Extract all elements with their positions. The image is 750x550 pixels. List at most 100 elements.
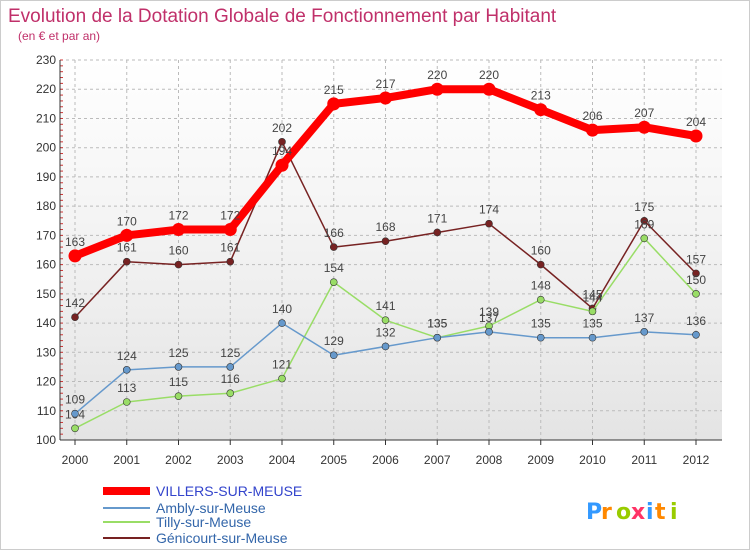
data-label-Génicourt-sur-Meuse-2002: 160 [168,244,188,258]
logo-letter-0: P [586,500,602,525]
data-label-VILLERS-SUR-MEUSE-2004: 194 [272,144,292,158]
point-VILLERS-SUR-MEUSE-2009 [534,103,548,117]
point-VILLERS-SUR-MEUSE-2010 [586,123,599,137]
point-Ambly-sur-Meuse-2003 [226,363,235,371]
data-label-Ambly-sur-Meuse-2004: 140 [272,302,292,316]
legend-label-VILLERS-SUR-MEUSE: VILLERS-SUR-MEUSE [156,483,302,499]
point-Tilly-sur-Meuse-2011 [640,234,649,243]
point-Tilly-sur-Meuse-2002 [174,392,183,400]
data-label-Génicourt-sur-Meuse-2009: 160 [531,244,551,258]
data-label-Tilly-sur-Meuse-2002: 115 [169,375,188,389]
x-tick-label-2000: 2000 [62,453,89,467]
logo-letter-3: x [631,500,645,525]
point-VILLERS-SUR-MEUSE-2000 [68,249,82,263]
plot-area [60,60,722,440]
data-label-Tilly-sur-Meuse-2012: 150 [686,273,706,287]
y-tick-label-100: 100 [36,433,56,447]
data-label-Tilly-sur-Meuse-2008: 139 [479,305,499,319]
point-Ambly-sur-Meuse-2007 [433,333,442,342]
y-tick-label-160: 160 [36,258,56,272]
data-label-VILLERS-SUR-MEUSE-2000: 163 [65,235,85,249]
x-tick-label-2006: 2006 [372,453,399,467]
data-label-Génicourt-sur-Meuse-2010: 145 [582,287,602,301]
point-Tilly-sur-Meuse-2004 [278,374,286,383]
point-VILLERS-SUR-MEUSE-2007 [430,82,444,96]
x-tick-label-2008: 2008 [476,453,503,467]
point-Génicourt-sur-Meuse-2008 [485,219,493,228]
y-tick-label-180: 180 [36,199,56,213]
data-label-Tilly-sur-Meuse-2004: 121 [272,358,292,372]
point-Tilly-sur-Meuse-2012 [692,290,700,298]
point-Génicourt-sur-Meuse-2007 [433,228,442,237]
x-tick-label-2010: 2010 [579,453,606,467]
data-label-VILLERS-SUR-MEUSE-2010: 206 [582,109,602,123]
y-tick-label-200: 200 [36,141,56,155]
y-tick-label-230: 230 [36,53,56,67]
data-label-VILLERS-SUR-MEUSE-2001: 170 [117,214,137,228]
point-Ambly-sur-Meuse-2001 [122,366,131,374]
x-tick-label-2003: 2003 [217,453,244,467]
data-label-Ambly-sur-Meuse-2008: 137 [479,311,499,325]
point-VILLERS-SUR-MEUSE-2004 [275,158,289,172]
data-label-VILLERS-SUR-MEUSE-2011: 207 [634,106,654,120]
point-Ambly-sur-Meuse-2006 [381,342,390,351]
point-Ambly-sur-Meuse-2002 [174,363,183,371]
legend-label-Génicourt-sur-Meuse: Génicourt-sur-Meuse [156,530,288,546]
data-label-Tilly-sur-Meuse-2007: 135 [427,317,447,331]
point-Génicourt-sur-Meuse-2005 [329,243,338,251]
series-VILLERS-SUR-MEUSE: 163 170 172 172 194 215 217 220 220 213 206 207 204 [65,68,706,263]
point-Tilly-sur-Meuse-2000 [71,424,79,433]
data-label-Ambly-sur-Meuse-2012: 136 [686,314,706,328]
point-Génicourt-sur-Meuse-2002 [174,260,183,269]
data-label-Génicourt-sur-Meuse-2006: 168 [375,220,395,234]
point-Tilly-sur-Meuse-2001 [122,398,131,406]
chart-subtitle: (en € et par an) [18,29,100,43]
data-label-Ambly-sur-Meuse-2001: 124 [117,349,137,363]
x-tick-label-2012: 2012 [683,453,710,467]
x-tick-label-2001: 2001 [113,453,140,467]
data-label-Ambly-sur-Meuse-2005: 129 [324,334,344,348]
x-tick-label-2005: 2005 [320,453,347,467]
point-Ambly-sur-Meuse-2005 [329,351,338,360]
point-VILLERS-SUR-MEUSE-2002 [172,223,185,237]
y-tick-label-210: 210 [36,111,56,125]
point-Génicourt-sur-Meuse-2006 [381,237,390,246]
point-Tilly-sur-Meuse-2010 [588,307,597,316]
data-label-VILLERS-SUR-MEUSE-2012: 204 [686,115,706,129]
point-Génicourt-sur-Meuse-2003 [226,257,235,266]
logo-letter-4: i [646,500,654,525]
point-Génicourt-sur-Meuse-2004 [278,138,286,146]
data-label-Ambly-sur-Meuse-2007: 135 [427,317,447,331]
data-label-VILLERS-SUR-MEUSE-2009: 213 [531,89,551,103]
logo-letter-1: r [601,500,612,525]
point-Génicourt-sur-Meuse-2000 [71,313,79,322]
point-VILLERS-SUR-MEUSE-2008 [482,82,496,96]
data-label-Ambly-sur-Meuse-2003: 125 [220,346,240,360]
data-label-Ambly-sur-Meuse-2000: 109 [65,393,85,407]
point-VILLERS-SUR-MEUSE-2011 [637,120,651,134]
data-label-Tilly-sur-Meuse-2006: 141 [375,299,395,313]
point-Tilly-sur-Meuse-2006 [381,316,390,324]
data-label-VILLERS-SUR-MEUSE-2007: 220 [427,68,447,82]
legend-label-Tilly-sur-Meuse: Tilly-sur-Meuse [156,514,251,530]
point-Ambly-sur-Meuse-2004 [278,319,286,327]
data-label-Tilly-sur-Meuse-2005: 154 [324,261,344,275]
point-Tilly-sur-Meuse-2009 [536,295,545,304]
data-label-Ambly-sur-Meuse-2011: 137 [634,311,654,325]
data-label-Génicourt-sur-Meuse-2001: 161 [117,241,137,255]
y-tick-label-110: 110 [37,404,56,418]
data-label-Ambly-sur-Meuse-2009: 135 [531,317,551,331]
data-label-Génicourt-sur-Meuse-2004: 202 [272,121,292,135]
series-Ambly-sur-Meuse: 109 124 125 125 140 129 132 135 137 135 135 137 136 [65,302,706,418]
x-tick-label-2002: 2002 [165,453,192,467]
logo-letter-2: o [616,500,631,525]
point-Génicourt-sur-Meuse-2009 [536,260,545,269]
point-Ambly-sur-Meuse-2008 [485,328,493,336]
plot-background [60,60,722,440]
data-label-Génicourt-sur-Meuse-2005: 166 [324,226,344,240]
data-label-Tilly-sur-Meuse-2010: 144 [582,290,602,304]
y-tick-label-150: 150 [36,287,56,301]
data-label-VILLERS-SUR-MEUSE-2008: 220 [479,68,499,82]
x-tick-label-2011: 2011 [631,453,657,467]
